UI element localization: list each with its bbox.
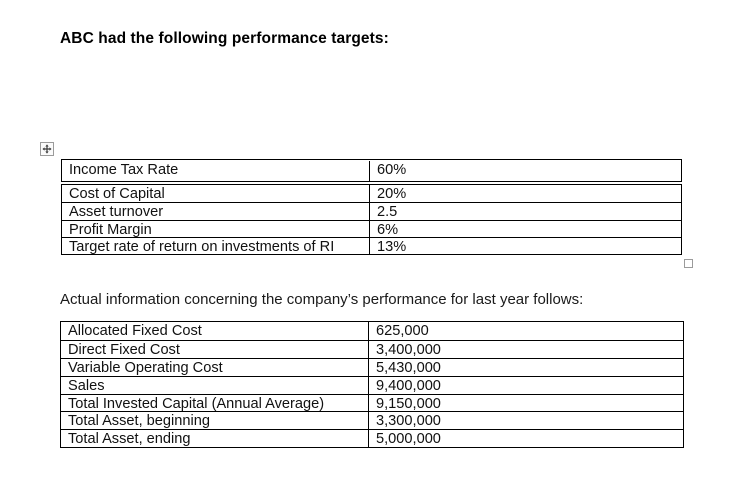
table-row: Asset turnover 2.5 xyxy=(62,202,681,220)
table-row: Cost of Capital 20% xyxy=(62,185,681,203)
row-value: 625,000 xyxy=(376,323,429,339)
row-value: 9,150,000 xyxy=(376,395,441,412)
row-label: Income Tax Rate xyxy=(62,161,370,181)
row-label: Target rate of return on investments of … xyxy=(62,237,370,255)
table-row: Total Asset, beginning 3,300,000 xyxy=(61,411,683,430)
targets-table-body-section: Cost of Capital 20% Asset turnover 2.5 P… xyxy=(61,184,682,256)
table-resize-handle-icon[interactable] xyxy=(684,259,693,268)
row-value: 9,400,000 xyxy=(376,377,441,394)
row-label: Direct Fixed Cost xyxy=(61,340,369,358)
row-value: 2.5 xyxy=(377,204,398,220)
table-row: Sales 9,400,000 xyxy=(61,375,683,394)
table-row: Allocated Fixed Cost 625,000 xyxy=(61,322,683,340)
row-value: 5,000,000 xyxy=(376,431,441,448)
row-label: Profit Margin xyxy=(62,220,370,237)
row-label: Variable Operating Cost xyxy=(61,358,369,376)
targets-table-header-section: Income Tax Rate 60% xyxy=(61,159,682,182)
row-value: 6% xyxy=(377,221,399,237)
table-row: Variable Operating Cost 5,430,000 xyxy=(61,357,683,376)
table-row: Profit Margin 6% xyxy=(62,219,681,237)
row-value: 3,400,000 xyxy=(376,341,441,358)
row-label: Total Invested Capital (Annual Average) xyxy=(61,394,369,412)
table-row: Total Invested Capital (Annual Average) … xyxy=(61,393,683,412)
row-label: Sales xyxy=(61,376,369,394)
row-value: 13% xyxy=(377,238,407,255)
table-row: Target rate of return on investments of … xyxy=(62,236,681,255)
row-value: 60% xyxy=(377,162,407,178)
row-value: 3,300,000 xyxy=(376,413,441,430)
intro-paragraph: Actual information concerning the compan… xyxy=(60,291,584,308)
row-label: Cost of Capital xyxy=(62,185,370,203)
table-row: Income Tax Rate 60% xyxy=(62,160,681,181)
four-way-arrow-icon xyxy=(42,144,52,154)
row-label: Total Asset, beginning xyxy=(61,412,369,430)
page-title: ABC had the following performance target… xyxy=(60,30,389,47)
table-row: Direct Fixed Cost 3,400,000 xyxy=(61,339,683,358)
actuals-table: Allocated Fixed Cost 625,000 Direct Fixe… xyxy=(60,321,684,449)
row-label: Asset turnover xyxy=(62,203,370,220)
row-label: Allocated Fixed Cost xyxy=(61,322,369,340)
table-move-handle-icon[interactable] xyxy=(40,142,54,156)
table-row: Total Asset, ending 5,000,000 xyxy=(61,429,683,448)
row-value: 5,430,000 xyxy=(376,359,441,376)
row-value: 20% xyxy=(377,186,407,202)
row-label: Total Asset, ending xyxy=(61,430,369,448)
